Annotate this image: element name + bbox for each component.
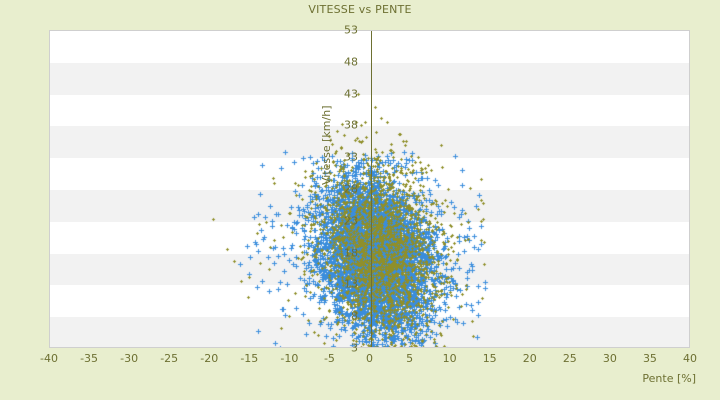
x-tick-label: -40 <box>40 352 58 365</box>
x-tick-label: -30 <box>120 352 139 365</box>
x-tick-label: 15 <box>482 352 497 365</box>
y-tick-label: 23 <box>344 214 358 228</box>
y-axis-title: Vitesse [km/h] <box>320 105 333 186</box>
x-tick-label: -5 <box>323 352 335 365</box>
x-tick-label: -35 <box>80 352 99 365</box>
x-tick-label: -10 <box>280 352 299 365</box>
x-tick-label: -15 <box>240 352 259 365</box>
x-axis-title: Pente [%] <box>642 372 696 385</box>
y-tick-label: 33 <box>344 150 358 164</box>
x-tick-label: 5 <box>406 352 414 365</box>
y-tick-label: 48 <box>344 55 358 69</box>
y-tick-label: 43 <box>344 87 358 101</box>
x-tick-label: -25 <box>160 352 179 365</box>
zero-axis-line <box>370 31 372 347</box>
x-tick-label: 25 <box>562 352 577 365</box>
scatter-points <box>50 31 689 347</box>
y-tick-label: 3 <box>351 341 358 355</box>
y-tick-label: 13 <box>344 277 358 291</box>
x-tick-label: 35 <box>642 352 657 365</box>
x-tick-label: -20 <box>200 352 219 365</box>
x-tick-label: 0 <box>366 352 373 365</box>
y-tick-label: 28 <box>344 182 358 196</box>
y-tick-label: 53 <box>344 23 358 37</box>
y-tick-label: 38 <box>344 118 358 132</box>
page-title: VITESSE vs PENTE <box>308 3 412 16</box>
x-tick-label: 20 <box>522 352 537 365</box>
plot-area <box>49 30 690 348</box>
y-tick-label: 8 <box>351 309 358 323</box>
x-tick-label: 40 <box>683 352 697 365</box>
x-tick-label: 30 <box>602 352 617 365</box>
x-tick-label: 10 <box>442 352 457 365</box>
y-tick-label: 18 <box>344 246 358 260</box>
